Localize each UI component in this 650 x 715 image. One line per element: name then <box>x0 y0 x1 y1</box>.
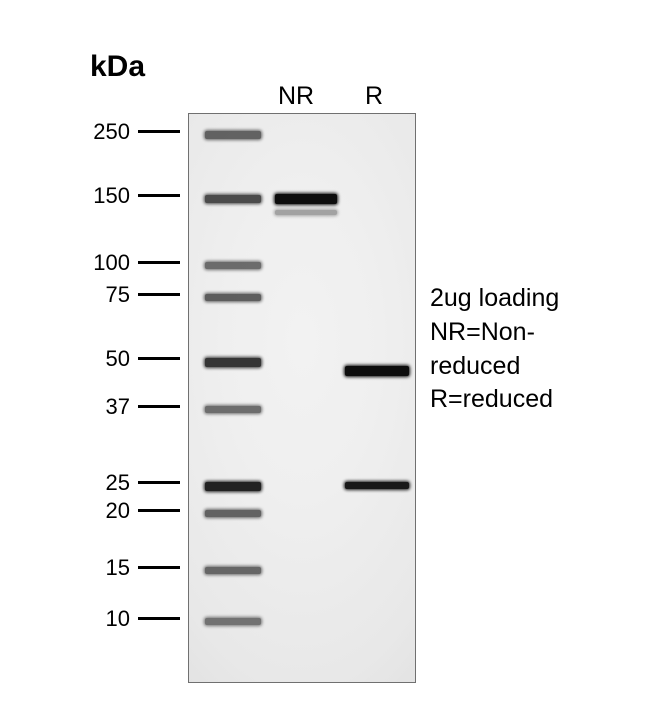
marker-tick-250 <box>138 130 180 133</box>
marker-label-25: 25 <box>0 470 130 496</box>
marker-label-75: 75 <box>0 282 130 308</box>
side-note: 2ug loadingNR=Non-reducedR=reduced <box>430 282 559 417</box>
lane-label-nr: NR <box>278 82 314 111</box>
side-note-line-3: R=reduced <box>430 383 559 417</box>
marker-label-10: 10 <box>0 606 130 632</box>
band-ladder-9 <box>205 618 261 625</box>
marker-tick-75 <box>138 293 180 296</box>
band-ladder-3 <box>205 294 261 301</box>
marker-tick-10 <box>138 617 180 620</box>
band-ladder-4 <box>205 358 261 367</box>
marker-label-15: 15 <box>0 555 130 581</box>
marker-tick-25 <box>138 481 180 484</box>
unit-label: kDa <box>90 50 145 84</box>
band-ladder-0 <box>205 131 261 139</box>
band-ladder-5 <box>205 406 261 413</box>
marker-tick-100 <box>138 261 180 264</box>
side-note-line-2: reduced <box>430 350 559 384</box>
band-ladder-6 <box>205 482 261 491</box>
gel-frame <box>188 113 416 683</box>
marker-label-37: 37 <box>0 394 130 420</box>
band-r-13 <box>345 482 409 489</box>
side-note-line-1: NR=Non- <box>430 316 559 350</box>
marker-label-20: 20 <box>0 498 130 524</box>
marker-label-100: 100 <box>0 250 130 276</box>
band-ladder-2 <box>205 262 261 269</box>
band-ladder-7 <box>205 510 261 517</box>
side-note-line-0: 2ug loading <box>430 282 559 316</box>
band-nr-10 <box>275 194 337 204</box>
marker-label-150: 150 <box>0 183 130 209</box>
band-nr-11 <box>275 210 337 215</box>
marker-tick-20 <box>138 509 180 512</box>
band-ladder-1 <box>205 195 261 203</box>
marker-label-250: 250 <box>0 119 130 145</box>
marker-tick-150 <box>138 194 180 197</box>
marker-tick-15 <box>138 566 180 569</box>
band-ladder-8 <box>205 567 261 574</box>
lane-label-r: R <box>365 82 383 111</box>
marker-label-50: 50 <box>0 346 130 372</box>
marker-tick-50 <box>138 357 180 360</box>
band-r-12 <box>345 366 409 376</box>
marker-tick-37 <box>138 405 180 408</box>
gel-figure: kDa NR R 250 150 100 75 50 37 2520 15 10 2ug load… <box>0 0 650 715</box>
